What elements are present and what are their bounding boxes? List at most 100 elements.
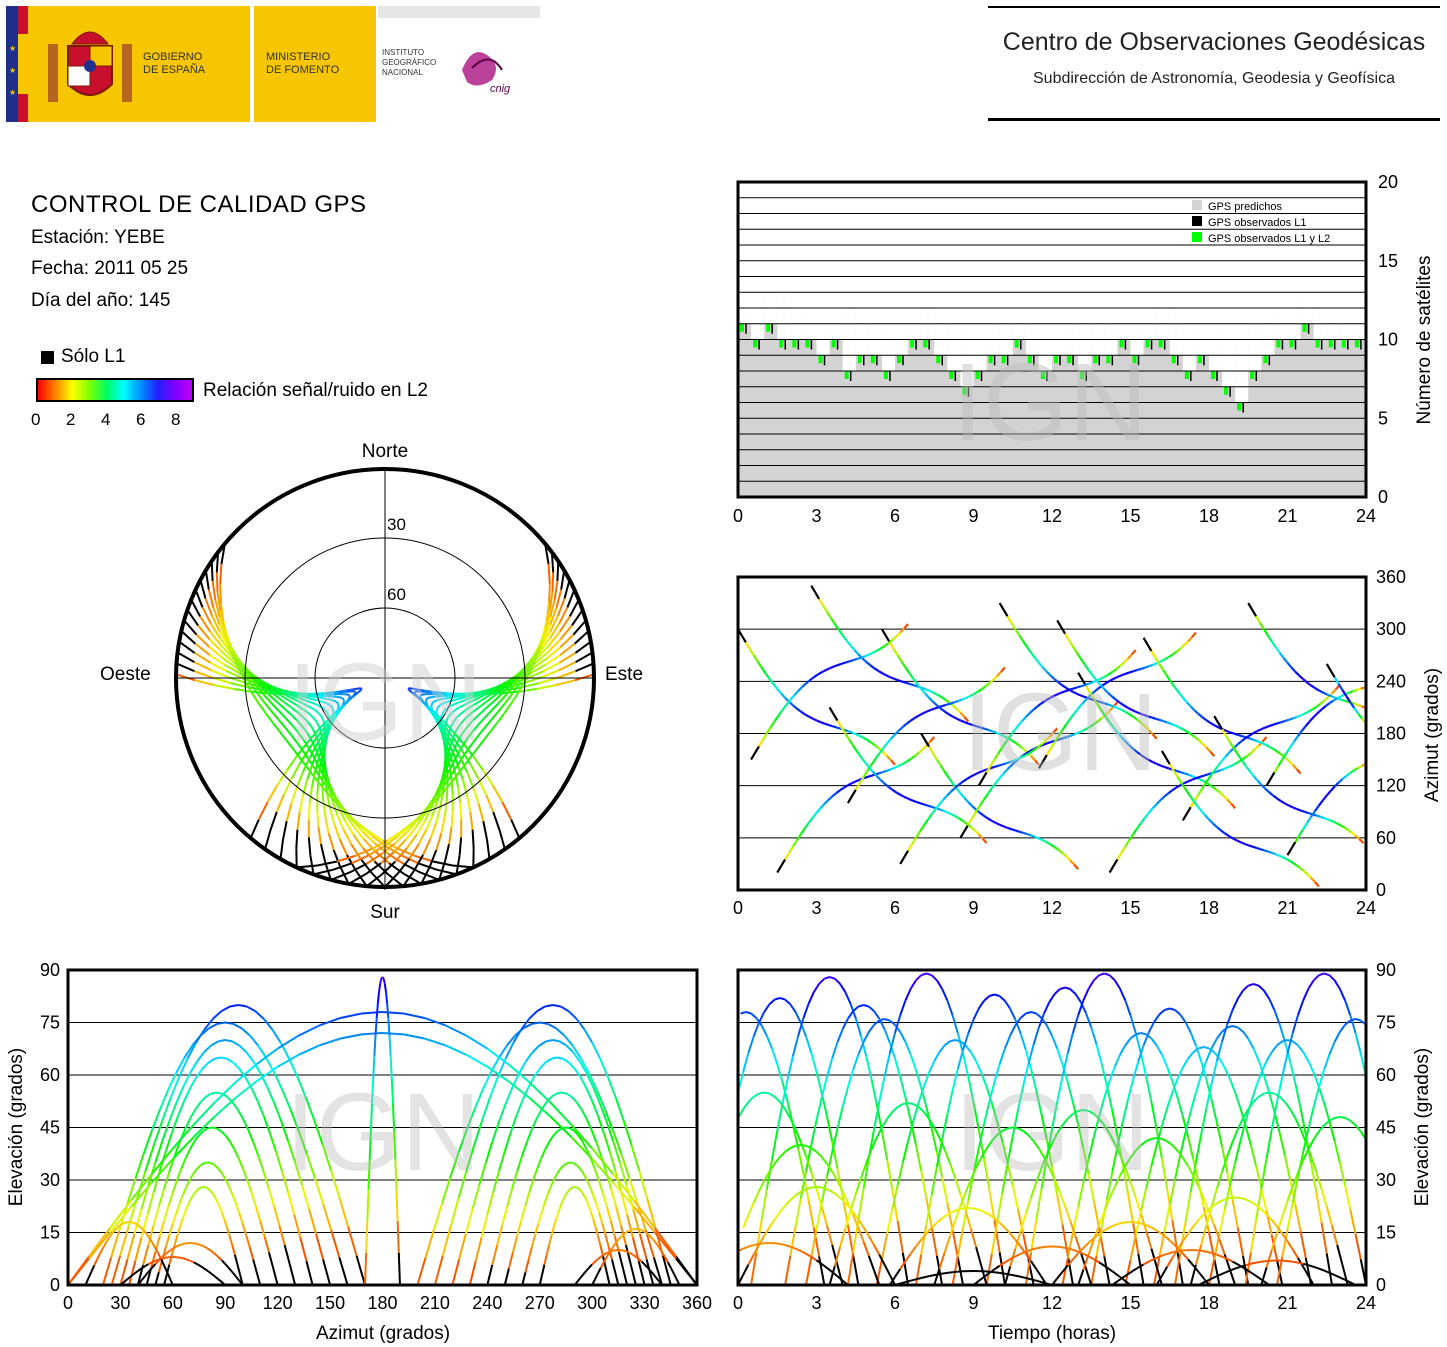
elev-az-segment (313, 1177, 325, 1205)
legend-l1: GPS observados L1 (1208, 217, 1306, 229)
elev-az-segment (473, 1120, 484, 1146)
elev-az-segment (383, 983, 387, 993)
elev-time-segment (973, 1207, 979, 1211)
azimuth-track-segment (948, 713, 954, 718)
elev-time-segment (1166, 1092, 1174, 1109)
elev-time-segment (975, 1060, 983, 1074)
elev-time-segment (810, 1256, 818, 1262)
elev-az-segment (579, 1057, 590, 1074)
x-ticks: 0 30 60 90 120 150 180 210 240 270 300 330 360 (63, 1293, 712, 1313)
azimuth-track-segment (903, 795, 909, 800)
sky-track-segment (218, 624, 228, 641)
azimuth-track-segment (1053, 735, 1060, 743)
azimuth-track-segment (1353, 702, 1359, 707)
azimuth-track-segment (1050, 843, 1056, 848)
sky-track-segment (450, 709, 457, 714)
elev-az-segment (556, 1091, 562, 1095)
sky-track-segment (492, 811, 501, 831)
elev-az-segment (160, 1258, 166, 1266)
elev-az-segment (595, 1089, 606, 1110)
elev-time-segment (1014, 1239, 1022, 1248)
azimuth-track-segment (1288, 717, 1294, 721)
elev-az-segment (416, 1257, 427, 1286)
elev-az-segment (641, 1229, 646, 1233)
elev-time-segment (1155, 1125, 1163, 1146)
elev-time-segment (805, 1144, 813, 1172)
sky-track-segment (467, 730, 475, 738)
elev-az-segment (515, 1100, 524, 1117)
elev-time-segment (1087, 979, 1095, 990)
x-ticks: 0 3 6 9 12 15 18 21 24 (733, 506, 1376, 526)
y-axis-label: Elevación (grados) (6, 1048, 27, 1206)
elev-az-segment (167, 1072, 178, 1091)
elev-az-segment (591, 1147, 614, 1175)
elev-az-segment (597, 1235, 602, 1246)
y-tick-label: 30 (1376, 1170, 1396, 1190)
azimuth-track-segment (1236, 839, 1241, 844)
azimuth-track-segment (980, 685, 986, 691)
elev-time-segment (875, 1126, 883, 1139)
elev-time-segment (915, 974, 922, 982)
azimuth-track-segment (1352, 688, 1358, 693)
elev-time-segment (1318, 1267, 1325, 1272)
azimuth-track-segment (833, 623, 840, 631)
azimuth-track-segment (1128, 670, 1134, 674)
sky-track-segment (434, 711, 445, 722)
elev-time-segment (826, 1267, 833, 1273)
azimuth-track-segment (864, 653, 870, 658)
elev-time-segment (894, 1268, 902, 1278)
elev-time-segment (760, 1024, 768, 1037)
elev-az-segment (178, 1193, 185, 1204)
sky-track-segment (462, 694, 473, 699)
azimuth-track-segment (1112, 858, 1119, 867)
azimuth-track-segment (844, 732, 851, 741)
elev-az-segment (200, 1265, 205, 1270)
azimuth-track-segment (894, 764, 900, 769)
elev-time-segment (920, 972, 927, 977)
elev-az-segment (465, 1108, 476, 1132)
sky-track-segment (194, 589, 204, 608)
sky-track-segment (450, 721, 455, 728)
elev-az-segment (583, 1195, 588, 1201)
elev-time-segment (1066, 1258, 1074, 1267)
elev-az-segment (161, 1253, 167, 1258)
elev-az-segment (214, 1096, 237, 1118)
elev-time-segment (1134, 1032, 1142, 1054)
elev-time-segment (943, 1236, 951, 1253)
azimuth-track-segment (1077, 730, 1083, 734)
azimuth-track-segment (971, 811, 978, 819)
azimuth-track-segment (1252, 730, 1258, 735)
sky-track-segment (344, 820, 355, 836)
elev-az-segment (403, 1033, 425, 1040)
elev-az-segment (228, 1235, 234, 1246)
azimuth-track-segment (757, 739, 764, 747)
azimuth-track-segment (1358, 838, 1365, 844)
elev-az-segment (610, 1259, 617, 1273)
elev-time-segment (1116, 1122, 1124, 1147)
elev-time-segment (899, 1031, 907, 1043)
elev-az-segment (620, 1192, 629, 1215)
elev-time-segment (1318, 1124, 1325, 1133)
elev-az-segment (340, 1012, 362, 1019)
elev-time-segment (1203, 1046, 1210, 1050)
x-tick-label: 180 (367, 1293, 397, 1313)
elev-az-segment (256, 1047, 279, 1065)
elev-az-segment (179, 1242, 184, 1247)
azimuth-track-segment (808, 715, 814, 720)
sky-track-segment (268, 692, 286, 696)
azimuth-track-segment (869, 664, 875, 669)
sky-track-segment (435, 833, 443, 851)
elev-time-segment (1263, 1091, 1270, 1095)
elev-time-segment (1198, 1046, 1205, 1050)
elev-time-segment (773, 1095, 781, 1103)
sky-track-segment (258, 703, 267, 715)
elev-az-segment (522, 1023, 533, 1030)
elev-az-segment (603, 1252, 608, 1256)
sky-track-segment (457, 721, 464, 728)
azimuth-track-segment (889, 675, 895, 680)
north-label: Norte (362, 441, 408, 462)
l1l2-bar (805, 339, 810, 348)
sky-track-segment (311, 751, 319, 766)
azimuth-track-segment (1222, 766, 1228, 771)
sky-track-segment (201, 606, 212, 625)
